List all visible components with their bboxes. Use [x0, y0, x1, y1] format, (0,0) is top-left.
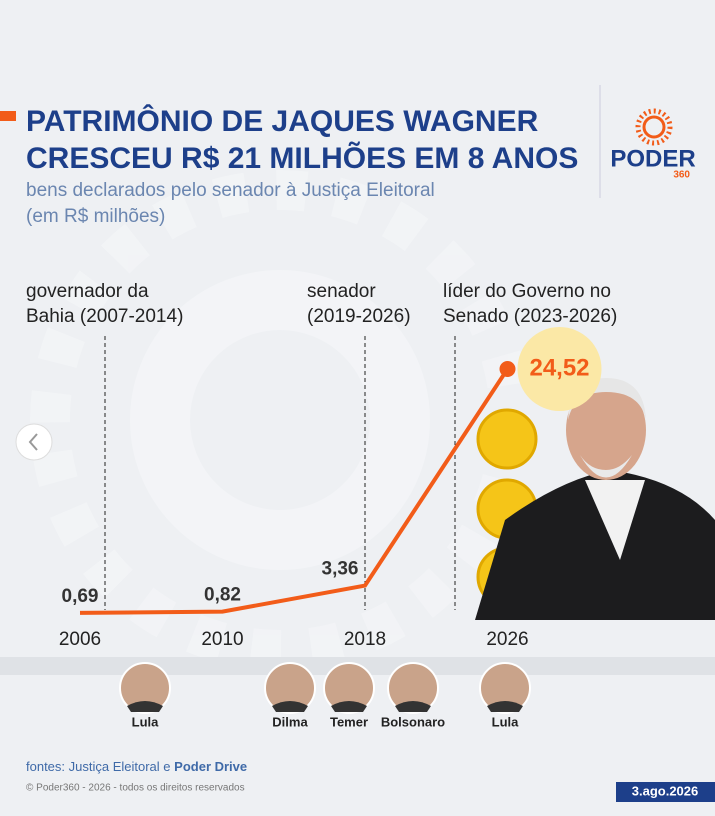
title-marker: [0, 111, 16, 121]
highlight-bubble: [517, 327, 602, 411]
title-line: PATRIMÔNIO DE JAQUES WAGNER: [26, 104, 539, 138]
subtitle-line: (em R$ milhões): [26, 206, 165, 227]
date: 3.ago.2026: [632, 783, 699, 798]
president-photo: [119, 662, 171, 714]
x-tick-label: 2006: [59, 629, 101, 650]
logo-sub: 360: [673, 170, 690, 181]
president-name: Bolsonaro: [381, 714, 445, 729]
logo: PODER: [610, 145, 695, 172]
copyright: © Poder360 - 2026 - todos os direitos re…: [26, 783, 245, 794]
president-suit: [487, 701, 523, 712]
value-label: 0,82: [204, 585, 241, 606]
annotation: (2019-2026): [307, 306, 411, 327]
x-tick-label: 2010: [201, 629, 243, 650]
annotation: Bahia (2007-2014): [26, 306, 183, 327]
president-photo: [264, 662, 316, 714]
date-box: [616, 782, 715, 802]
president-name: Dilma: [272, 714, 308, 729]
end-point: [499, 361, 516, 377]
president-name: Lula: [492, 714, 519, 729]
line: [79, 367, 510, 615]
value-label: 3,36: [322, 559, 359, 580]
annotation: Senado (2023-2026): [443, 306, 617, 327]
source-prefix: fontes: Justiça Eleitoral e: [26, 759, 171, 774]
x-tick-label: 2018: [344, 629, 386, 650]
source: fontes: Justiça Eleitoral e Poder Drive: [26, 759, 247, 774]
president-photo: [387, 662, 439, 714]
value-label: 24,52: [529, 354, 589, 381]
source-bold: Poder Drive: [174, 759, 247, 774]
president-suit: [395, 701, 431, 712]
annotation: líder do Governo no: [443, 281, 611, 302]
president-suit: [331, 701, 367, 712]
president-name: Lula: [132, 714, 159, 729]
logo-sun: [635, 108, 673, 146]
president-suit: [127, 701, 163, 712]
subtitle-line: bens declarados pelo senador à Justiça E…: [26, 180, 435, 201]
value-label: 0,69: [62, 586, 99, 607]
title-line: CRESCEU R$ 21 MILHÕES EM 8 ANOS: [26, 141, 578, 175]
prev-button[interactable]: [15, 423, 53, 461]
x-tick-label: 2026: [486, 629, 528, 650]
annotation: governador da: [26, 281, 149, 302]
annotation: senador: [307, 281, 376, 302]
president-photo: [323, 662, 375, 714]
portrait: [475, 378, 715, 620]
president-suit: [272, 701, 308, 712]
president-photo: [479, 662, 531, 714]
president-name: Temer: [330, 714, 368, 729]
